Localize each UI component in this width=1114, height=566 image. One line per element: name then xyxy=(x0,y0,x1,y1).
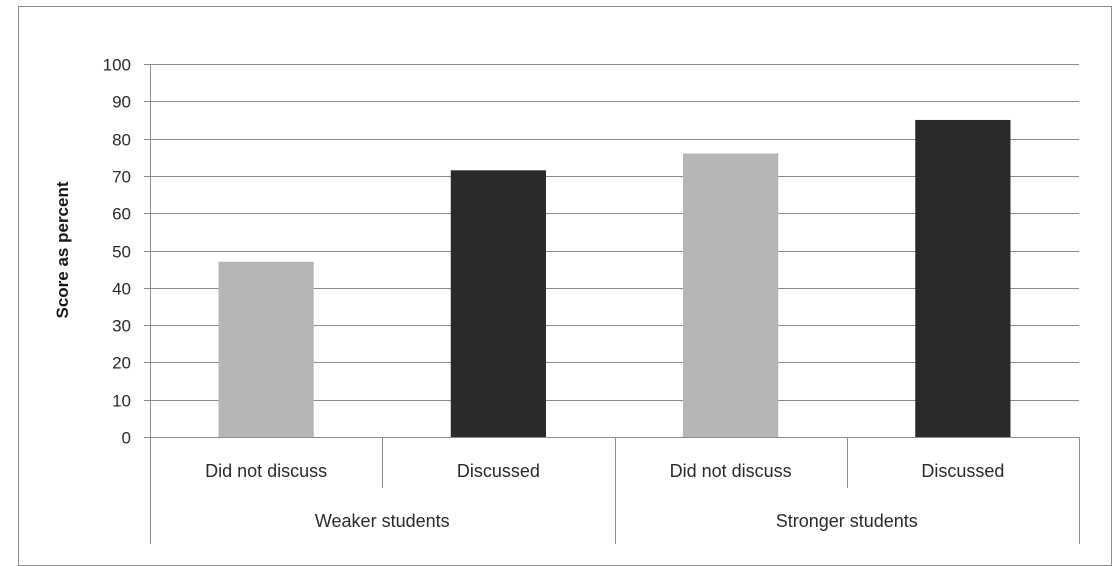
category-label: Did not discuss xyxy=(670,461,792,481)
bar-weaker-did-not-discuss xyxy=(218,261,314,437)
group-label: Weaker students xyxy=(315,511,450,531)
y-axis-title: Score as percent xyxy=(53,181,72,318)
bar-chart: Score as percent 0102030405060708090100 … xyxy=(53,56,1080,544)
category-label: Discussed xyxy=(457,461,540,481)
y-tick-label: 80 xyxy=(112,131,131,150)
y-tick-label: 10 xyxy=(112,392,131,411)
y-tick-label: 50 xyxy=(112,243,131,262)
y-tick-label: 40 xyxy=(112,280,131,299)
y-tick-label: 0 xyxy=(122,429,131,448)
bar-stronger-did-not-discuss xyxy=(683,153,779,437)
group-label: Stronger students xyxy=(776,511,918,531)
y-tick-label: 90 xyxy=(112,93,131,112)
y-tick-label: 100 xyxy=(103,56,131,75)
y-tick-label: 30 xyxy=(112,317,131,336)
category-label: Discussed xyxy=(921,461,1004,481)
bar-weaker-discussed xyxy=(450,170,546,437)
bars xyxy=(218,119,1011,437)
y-tick-label: 20 xyxy=(112,354,131,373)
x-axis: Did not discuss Discussed Weaker students D… xyxy=(150,437,1080,544)
bar-stronger-discussed xyxy=(915,119,1011,437)
y-tick-label: 70 xyxy=(112,168,131,187)
category-label: Did not discuss xyxy=(205,461,327,481)
y-axis-ticks: 0 10 20 30 40 50 60 70 80 90 100 xyxy=(103,56,131,448)
y-tick-label: 60 xyxy=(112,205,131,224)
